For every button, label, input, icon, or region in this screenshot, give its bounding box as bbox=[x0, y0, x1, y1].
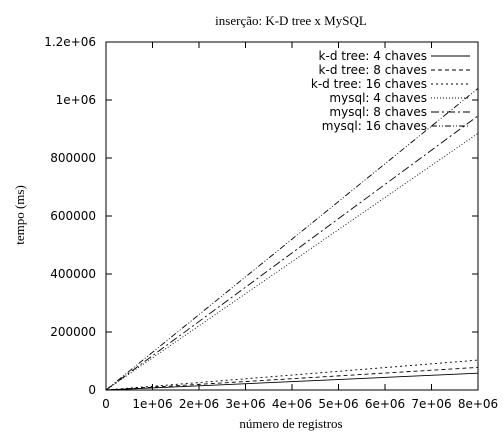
series-line-1 bbox=[105, 372, 479, 391]
series-line-4 bbox=[105, 132, 479, 391]
series-line-6 bbox=[105, 88, 479, 391]
y-tick-label: 1.2e+06 bbox=[44, 35, 96, 49]
x-tick-label: 7e+06 bbox=[411, 397, 451, 411]
legend-label: mysql: 16 chaves bbox=[322, 119, 427, 133]
x-tick-label: 5e+06 bbox=[318, 397, 358, 411]
y-tick-label: 600000 bbox=[50, 209, 96, 223]
legend-label: k-d tree: 4 chaves bbox=[319, 49, 427, 63]
x-tick-label: 4e+06 bbox=[272, 397, 312, 411]
legend-label: k-d tree: 16 chaves bbox=[311, 77, 427, 91]
series-line-5 bbox=[105, 115, 479, 391]
y-tick-label: 400000 bbox=[50, 267, 96, 281]
legend-label: k-d tree: 8 chaves bbox=[319, 63, 427, 77]
legend-label: mysql: 8 chaves bbox=[329, 105, 427, 119]
series-lines bbox=[105, 88, 479, 391]
x-tick-label: 8e+06 bbox=[458, 397, 498, 411]
x-tick-label: 6e+06 bbox=[365, 397, 405, 411]
axis-ticks: 0 1e+06 2e+06 3e+06 4e+06 5e+06 6e+06 7e+06 8e+0… bbox=[44, 35, 498, 411]
series-line-2 bbox=[105, 366, 479, 391]
x-tick-label: 3e+06 bbox=[225, 397, 265, 411]
y-tick-label: 1e+06 bbox=[56, 93, 96, 107]
y-axis-label: tempo (ms) bbox=[12, 185, 27, 245]
x-tick-label: 2e+06 bbox=[179, 397, 219, 411]
chart-title: inserção: K-D tree x MySQL bbox=[215, 13, 367, 28]
y-tick-label: 0 bbox=[88, 383, 96, 397]
y-tick-label: 800000 bbox=[50, 151, 96, 165]
legend-label: mysql: 4 chaves bbox=[329, 91, 427, 105]
x-tick-label: 0 bbox=[102, 397, 110, 411]
y-tick-label: 200000 bbox=[50, 325, 96, 339]
x-axis-label: número de registros bbox=[239, 416, 342, 431]
series-line-3 bbox=[105, 359, 479, 391]
x-tick-label: 1e+06 bbox=[132, 397, 172, 411]
